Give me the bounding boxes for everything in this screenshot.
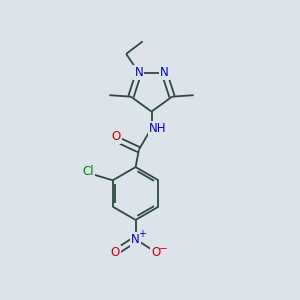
Text: −: − <box>159 244 168 254</box>
Text: NH: NH <box>149 122 167 135</box>
Text: O: O <box>151 246 160 260</box>
Text: N: N <box>160 66 169 79</box>
Text: N: N <box>134 66 143 79</box>
Text: O: O <box>111 246 120 260</box>
Text: N: N <box>131 232 140 246</box>
Text: Cl: Cl <box>82 165 94 178</box>
Text: +: + <box>138 229 146 239</box>
Text: O: O <box>111 130 120 143</box>
